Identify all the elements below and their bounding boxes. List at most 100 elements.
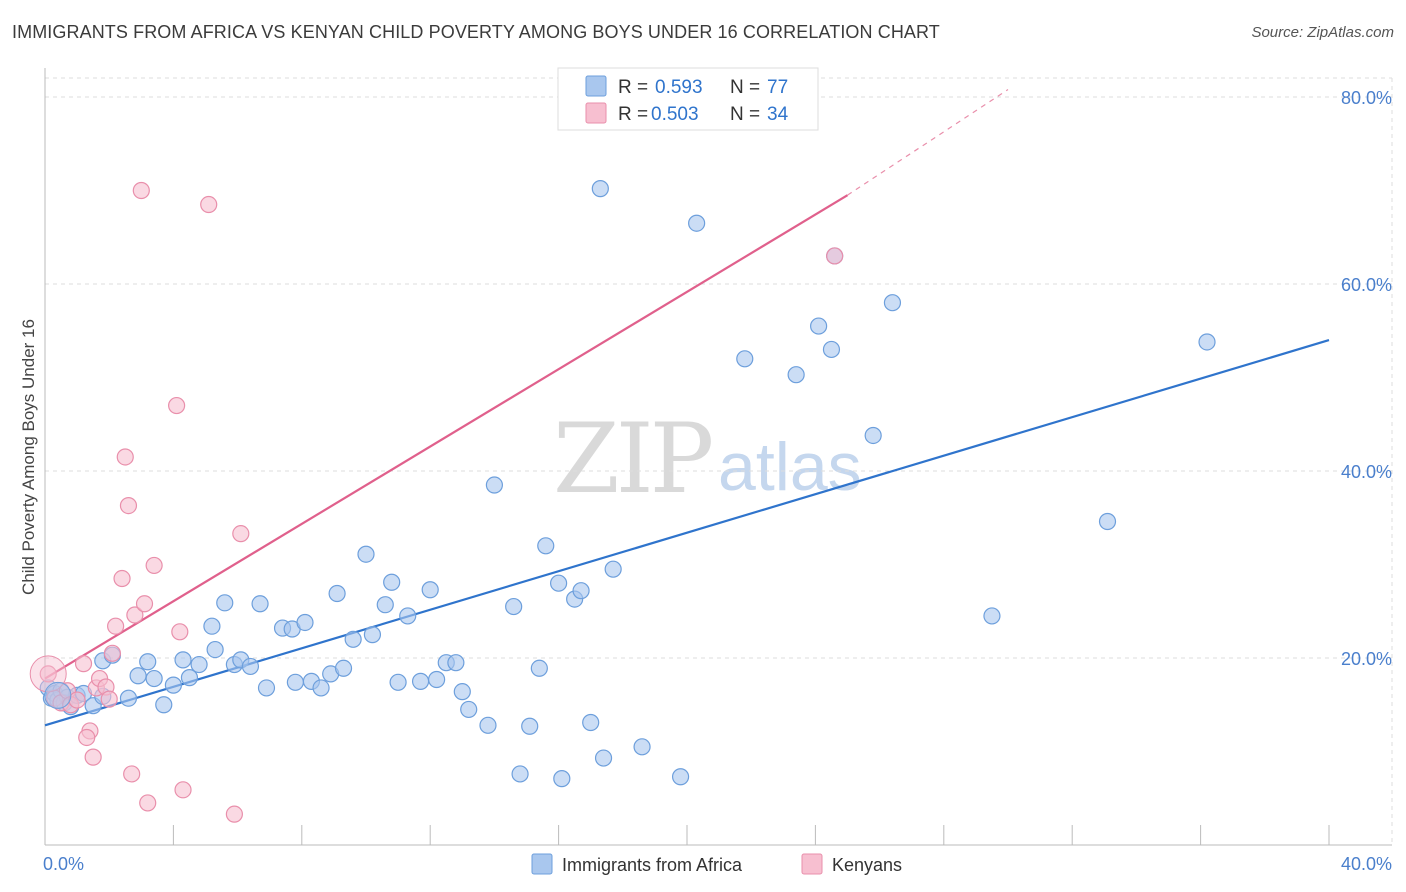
- africa-cluster-point: [44, 681, 72, 709]
- africa-point-67: [594, 749, 613, 767]
- africa-point-74: [810, 317, 828, 335]
- legend-n-value-1: 77: [767, 77, 788, 98]
- africa-point-54: [479, 716, 497, 734]
- kenyans-point-23: [139, 794, 157, 812]
- africa-point-51: [447, 654, 465, 672]
- kenyans-point-9: [84, 748, 102, 766]
- africa-point-22: [190, 655, 208, 674]
- africa-point-36: [312, 679, 330, 697]
- africa-point-18: [155, 696, 173, 714]
- y-tick-label-20: 20.0%: [1341, 649, 1392, 669]
- africa-point-70: [671, 768, 690, 786]
- africa-point-41: [357, 545, 375, 563]
- tick-labels: 20.0% 40.0% 60.0% 80.0% 0.0% 40.0%: [43, 88, 1392, 874]
- africa-point-79: [983, 607, 1001, 625]
- africa-point-46: [399, 607, 417, 625]
- africa-point-66: [591, 180, 609, 198]
- africa-point-52: [453, 683, 471, 701]
- chart-title: IMMIGRANTS FROM AFRICA VS KENYAN CHILD P…: [12, 22, 940, 42]
- x-tick-label-min: 0.0%: [43, 854, 84, 874]
- y-tick-label-80: 80.0%: [1341, 88, 1392, 108]
- kenyans-point-26: [171, 623, 189, 641]
- africa-point-42: [363, 626, 382, 644]
- africa-point-62: [553, 770, 571, 788]
- africa-point-81: [1198, 333, 1216, 351]
- africa-point-73: [787, 366, 805, 384]
- africa-point-53: [460, 700, 478, 719]
- africa-point-34: [296, 613, 314, 632]
- kenyans-point-22: [135, 595, 154, 613]
- africa-point-61: [549, 574, 568, 592]
- africa-point-45: [389, 673, 407, 691]
- africa-point-49: [428, 670, 446, 689]
- africa-point-58: [521, 717, 539, 735]
- africa-point-77: [864, 426, 882, 445]
- africa-point-68: [604, 560, 622, 578]
- africa-point-33: [286, 673, 304, 691]
- kenyans-point-5: [68, 691, 86, 709]
- africa-point-59: [530, 659, 548, 677]
- legend-r-value-2: 0.503: [651, 104, 699, 125]
- africa-point-78: [883, 294, 902, 312]
- kenyans-point-20: [126, 606, 144, 624]
- africa-trend-line: [44, 339, 1330, 727]
- africa-point-38: [328, 584, 346, 603]
- africa-point-60: [537, 537, 555, 555]
- y-tick-label-40: 40.0%: [1341, 462, 1392, 482]
- africa-point-57: [511, 765, 529, 783]
- africa-point-65: [582, 713, 600, 732]
- africa-point-75: [822, 340, 841, 359]
- legend-swatch-africa: [585, 75, 607, 97]
- legend-r-label-2: R =: [618, 104, 648, 125]
- source-label: Source: ZipAtlas.com: [1251, 24, 1394, 41]
- x-tick-label-max: 40.0%: [1341, 854, 1392, 874]
- legend-bottom-swatch-africa: [531, 853, 553, 875]
- kenyans-point-25: [168, 396, 186, 415]
- africa-point-48: [421, 581, 439, 599]
- africa-point-47: [411, 672, 430, 690]
- africa-point-12: [119, 689, 138, 707]
- africa-point-19: [164, 676, 182, 694]
- kenyans-point-13: [100, 690, 118, 708]
- legend-bottom-label-africa: Immigrants from Africa: [562, 855, 743, 875]
- watermark-zip: ZIP: [553, 403, 712, 515]
- africa-point-64: [572, 582, 590, 600]
- legend-bottom-swatch-kenyans: [801, 853, 823, 875]
- kenyans-point-17: [116, 448, 134, 466]
- africa-point-72: [736, 350, 754, 368]
- africa-point-17: [145, 669, 163, 688]
- legend-bottom: Immigrants from Africa Kenyans: [531, 853, 902, 875]
- legend-bottom-label-kenyans: Kenyans: [832, 855, 902, 875]
- africa-point-20: [174, 651, 192, 669]
- kenyans-point-19: [123, 765, 141, 783]
- kenyans-trend-line: [44, 194, 849, 680]
- africa-point-16: [129, 667, 147, 685]
- africa-point-80: [1098, 512, 1117, 531]
- africa-point-56: [505, 597, 523, 616]
- africa-point-23: [203, 617, 221, 635]
- africa-point-44: [383, 573, 401, 591]
- kenyans-point-0: [39, 665, 57, 683]
- axes: [44, 68, 1392, 846]
- watermark-atlas: atlas: [718, 429, 862, 505]
- legend-n-value-2: 34: [767, 104, 789, 125]
- africa-point-69: [633, 738, 651, 756]
- legend-r-label-1: R =: [618, 77, 648, 98]
- africa-point-43: [376, 596, 394, 614]
- legend-r-value-1: 0.593: [655, 77, 703, 98]
- africa-point-21: [180, 669, 199, 687]
- kenyans-trend-extension: [847, 89, 1009, 196]
- kenyans-point-27: [174, 781, 192, 799]
- legend-n-label-2: N =: [730, 104, 760, 125]
- kenyans-point-28: [200, 195, 218, 214]
- kenyans-point-31: [826, 247, 844, 265]
- africa-point-28: [241, 657, 260, 676]
- kenyans-point-14: [103, 644, 122, 662]
- kenyans-point-16: [113, 569, 131, 588]
- trend-lines: [44, 89, 1330, 727]
- kenyans-point-30: [232, 525, 250, 543]
- africa-point-71: [688, 214, 706, 232]
- y-axis-label: Child Poverty Among Boys Under 16: [19, 319, 38, 595]
- legend-top: R = 0.593 N = 77 R = 0.503 N = 34: [557, 67, 819, 131]
